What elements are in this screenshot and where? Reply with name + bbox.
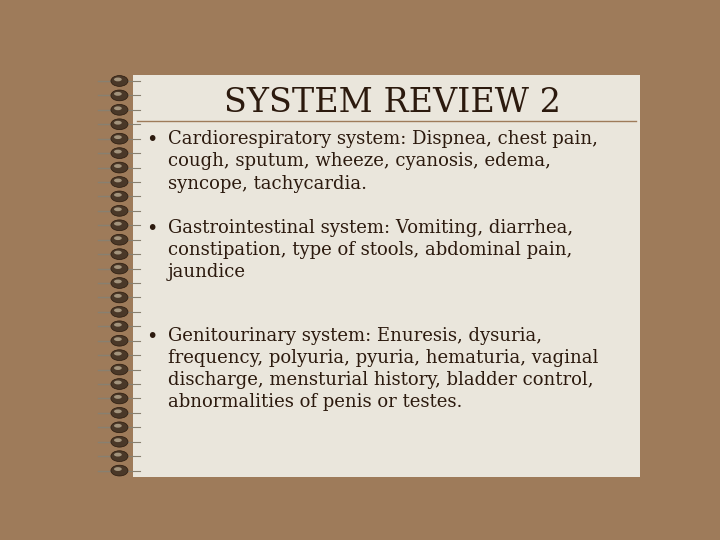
Ellipse shape [111,104,128,115]
Text: •: • [146,130,158,149]
Ellipse shape [111,234,128,245]
Ellipse shape [111,321,128,332]
Ellipse shape [114,106,122,110]
Ellipse shape [114,207,122,211]
Ellipse shape [114,135,122,139]
Ellipse shape [114,193,122,197]
Ellipse shape [114,179,122,183]
Ellipse shape [111,465,128,476]
Ellipse shape [114,366,122,370]
Ellipse shape [111,307,128,317]
Text: SYSTEM REVIEW 2: SYSTEM REVIEW 2 [224,87,561,119]
Ellipse shape [111,278,128,288]
Ellipse shape [114,453,122,456]
Text: Cardiorespiratory system: Dispnea, chest pain,
cough, sputum, wheeze, cyanosis, : Cardiorespiratory system: Dispnea, chest… [168,130,598,193]
Ellipse shape [114,395,122,399]
Ellipse shape [111,263,128,274]
Ellipse shape [114,409,122,413]
Text: Gastrointestinal system: Vomiting, diarrhea,
constipation, type of stools, abdom: Gastrointestinal system: Vomiting, diarr… [168,219,572,281]
Ellipse shape [114,467,122,471]
Ellipse shape [111,177,128,187]
Text: •: • [146,219,158,238]
Ellipse shape [111,436,128,447]
Ellipse shape [114,323,122,327]
Ellipse shape [114,280,122,284]
Ellipse shape [111,379,128,389]
Ellipse shape [114,78,122,82]
Ellipse shape [114,294,122,298]
Ellipse shape [114,438,122,442]
Ellipse shape [111,335,128,346]
Text: •: • [146,327,158,346]
Ellipse shape [111,364,128,375]
Ellipse shape [114,251,122,254]
Ellipse shape [114,424,122,428]
Ellipse shape [111,205,128,216]
Ellipse shape [111,133,128,144]
Ellipse shape [114,236,122,240]
Text: Genitourinary system: Enuresis, dysuria,
frequency, polyuria, pyuria, hematuria,: Genitourinary system: Enuresis, dysuria,… [168,327,598,411]
Ellipse shape [111,90,128,101]
Ellipse shape [114,150,122,153]
Ellipse shape [114,222,122,226]
Ellipse shape [111,292,128,303]
Ellipse shape [111,148,128,159]
Ellipse shape [114,265,122,269]
Ellipse shape [111,451,128,462]
Ellipse shape [111,422,128,433]
Ellipse shape [114,338,122,341]
Ellipse shape [111,350,128,361]
Ellipse shape [111,191,128,202]
Ellipse shape [111,408,128,418]
Ellipse shape [114,308,122,312]
Ellipse shape [114,352,122,355]
Ellipse shape [111,220,128,231]
Ellipse shape [114,92,122,96]
Ellipse shape [114,381,122,384]
Ellipse shape [114,164,122,168]
Ellipse shape [114,121,122,125]
Ellipse shape [111,162,128,173]
Ellipse shape [111,119,128,130]
Ellipse shape [111,393,128,404]
Ellipse shape [111,76,128,86]
Ellipse shape [111,249,128,260]
